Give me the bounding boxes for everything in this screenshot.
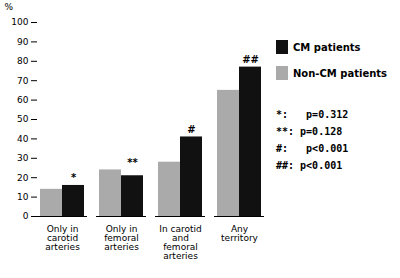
svg-text:80: 80 [17, 56, 29, 66]
svg-text:0: 0 [23, 211, 29, 221]
svg-text:##: ## [242, 54, 259, 65]
html-text:*: p=0.312: *: p=0.312 [276, 109, 349, 120]
svg-text:**: ** [127, 157, 138, 168]
svg-text:40: 40 [17, 134, 29, 144]
svg-text:In carotidandfemoralarteries: In carotidandfemoralarteries [159, 224, 201, 261]
html-text:Non-CM patients: Non-CM patients [293, 67, 387, 79]
svg-text:50: 50 [17, 114, 29, 124]
svg-text:%: % [5, 2, 14, 12]
svg-text:Only infemoralarteries: Only infemoralarteries [104, 224, 139, 252]
svg-text:20: 20 [17, 173, 29, 183]
html-text:#: p<0.001: #: p<0.001 [276, 143, 349, 154]
svg-text:90: 90 [17, 37, 29, 47]
svg-text:10: 10 [17, 192, 29, 202]
html-text:CM patients: CM patients [293, 41, 361, 53]
svg-text:#: # [187, 124, 195, 135]
svg-text:Only incarotidarteries: Only incarotidarteries [45, 224, 80, 252]
svg-text:60: 60 [17, 95, 29, 105]
svg-text:30: 30 [17, 153, 29, 163]
svg-text:70: 70 [17, 76, 29, 86]
html-text:##: p<0.001: ##: p<0.001 [276, 160, 343, 171]
svg-text:*: * [71, 172, 77, 183]
svg-text:Anyterritory: Anyterritory [221, 224, 259, 243]
svg-text:100: 100 [11, 17, 28, 27]
html-text:**: p=0.128: **: p=0.128 [276, 126, 343, 137]
